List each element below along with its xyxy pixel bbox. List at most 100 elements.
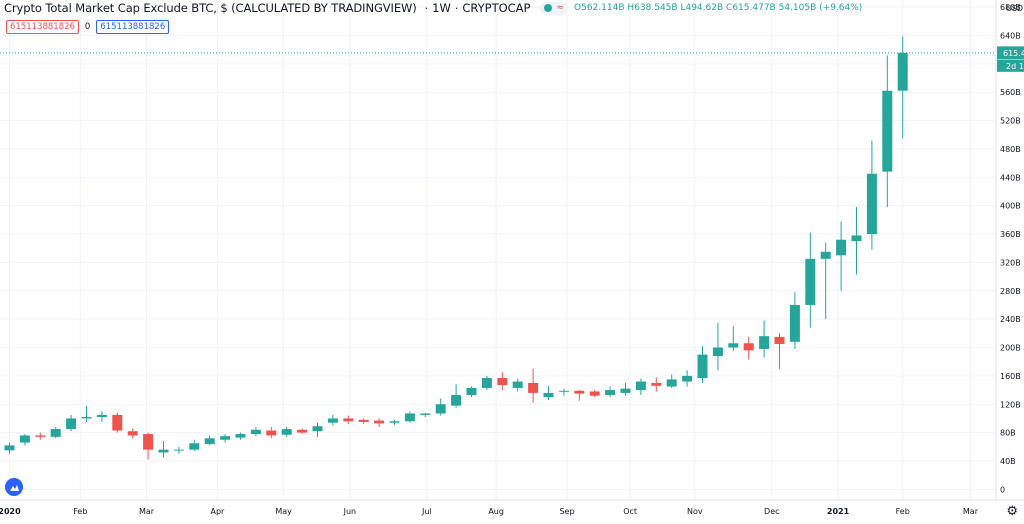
candle-body <box>836 239 847 256</box>
candle <box>728 326 739 352</box>
interval-separator: · <box>424 1 429 15</box>
candle-body <box>574 390 585 394</box>
candle <box>266 426 277 439</box>
price-tick-label: 280B <box>1000 287 1021 296</box>
candle <box>66 414 77 432</box>
candle <box>481 375 492 391</box>
candle-body <box>805 258 816 305</box>
candle <box>759 320 770 358</box>
candle <box>374 418 385 427</box>
candle-body <box>19 435 30 443</box>
candle-body <box>35 435 46 437</box>
time-tick-label: Nov <box>687 507 703 516</box>
candle-body <box>882 90 893 172</box>
candle <box>81 405 92 422</box>
candle <box>774 333 785 369</box>
indicator-zero-value: 0 <box>84 22 91 32</box>
candle <box>358 418 369 425</box>
candle-body <box>266 430 277 436</box>
settings-gear-icon[interactable]: ⚙ <box>1006 504 1018 519</box>
candle-body <box>220 436 231 440</box>
indicator-value-badge-blue[interactable]: 615113881826 <box>96 20 170 34</box>
candle-body <box>312 426 323 432</box>
candle <box>250 426 261 437</box>
candle <box>312 422 323 437</box>
price-tick-label: 0 <box>1000 485 1005 494</box>
candle-body <box>50 429 61 437</box>
time-tick-label: May <box>275 507 292 516</box>
tradingview-logo-icon[interactable] <box>5 478 23 496</box>
last-price-tag: 615.477B 2d 1 <box>997 46 1024 72</box>
low-label: L <box>680 3 686 13</box>
candle-body <box>743 343 754 351</box>
interval-label[interactable]: 1W <box>432 1 451 15</box>
price-tick-label: 240B <box>1000 315 1021 324</box>
last-price-tag-value: 615.477B <box>1003 49 1024 58</box>
candle-body <box>605 390 616 396</box>
price-tick-label: 680B <box>1000 3 1021 12</box>
exchange-label[interactable]: CRYPTOCAP <box>462 1 531 15</box>
candle <box>404 411 415 423</box>
candle-body <box>543 392 554 398</box>
candle <box>281 426 292 437</box>
symbol-title[interactable]: Crypto Total Market Cap Exclude BTC, $ (… <box>4 1 417 15</box>
high-value: 638.545B <box>634 3 678 13</box>
time-tick-label: Jun <box>343 507 357 516</box>
candle-body <box>66 418 77 430</box>
candle <box>173 446 184 454</box>
chart-legend-header: Crypto Total Market Cap Exclude BTC, $ (… <box>4 0 862 16</box>
candle-body <box>281 429 292 435</box>
candle <box>743 336 754 360</box>
candle-body <box>774 336 785 344</box>
candle <box>35 432 46 440</box>
time-axis[interactable]: 2020 Feb Mar Apr May Jun Jul Aug Sep Oct Nov Dec 202… <box>0 507 979 516</box>
candle-body <box>204 438 215 444</box>
candle <box>127 428 138 439</box>
candle-body <box>250 429 261 435</box>
countdown-tag-value: 2d 1 <box>1006 62 1024 71</box>
candle-body <box>235 434 246 438</box>
price-tick-label: 400B <box>1000 202 1021 211</box>
candle-body <box>435 404 446 414</box>
candle <box>158 441 169 458</box>
candle <box>189 439 200 452</box>
candle <box>589 390 600 398</box>
candle <box>620 382 631 396</box>
candle <box>143 432 154 460</box>
candle <box>697 346 708 383</box>
candle <box>712 322 723 371</box>
candle <box>528 368 539 403</box>
price-tick-label: 120B <box>1000 400 1021 409</box>
candle-body <box>682 375 693 382</box>
candle-body <box>4 445 15 451</box>
indicator-value-badge-red[interactable]: 615113881826 <box>6 20 79 34</box>
candle-body <box>297 429 308 433</box>
candle <box>4 442 15 454</box>
price-axis[interactable]: 0 40B 80B 120B 160B 200B 240B 280B 320B 360B 400B 4… <box>1000 3 1021 494</box>
candle-body <box>404 413 415 422</box>
candle <box>112 412 123 433</box>
price-tick-label: 640B <box>1000 31 1021 40</box>
candle-body <box>558 390 569 392</box>
candle-body <box>389 421 400 423</box>
series-visibility-toggle[interactable]: ≈ <box>540 1 569 15</box>
time-tick-label: Feb <box>73 507 87 516</box>
change-value: 54.105B (+9.64%) <box>778 3 863 13</box>
candle-body <box>481 378 492 388</box>
candle-body <box>897 52 908 91</box>
price-tick-label: 80B <box>1000 429 1016 438</box>
candle-body <box>189 443 200 450</box>
candle-body <box>512 381 523 388</box>
candle <box>558 388 569 396</box>
candle <box>851 207 862 275</box>
candle-body <box>420 413 431 415</box>
candle <box>820 242 831 320</box>
candle-body <box>759 336 770 349</box>
candle-body <box>466 387 477 396</box>
candle <box>666 374 677 388</box>
candle-body <box>327 418 338 423</box>
chart-grid <box>0 0 996 500</box>
candle-body <box>712 347 723 357</box>
candle-body <box>651 382 662 386</box>
